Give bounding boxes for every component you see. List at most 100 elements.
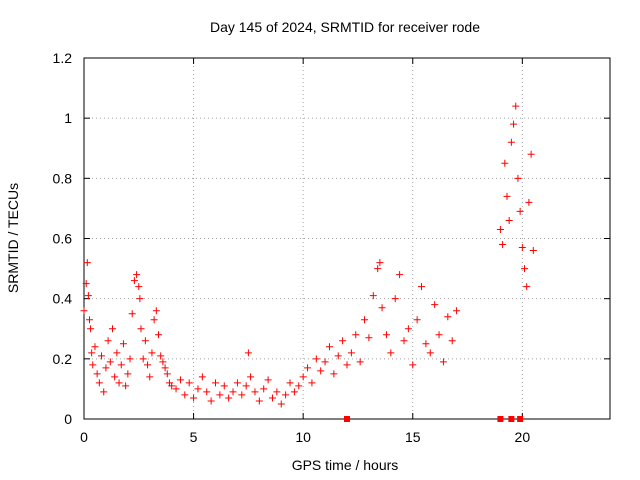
data-point [382, 331, 390, 339]
y-tick-labels: 0 0.2 0.4 0.6 0.8 1 1.2 [53, 50, 73, 427]
data-point [514, 174, 522, 182]
data-point [268, 394, 276, 402]
data-point [89, 361, 97, 369]
data-point [108, 325, 116, 333]
y-tick-label: 1 [64, 110, 72, 126]
data-point [505, 216, 513, 224]
data-point [378, 304, 386, 312]
data-point [435, 331, 443, 339]
data-point [352, 331, 360, 339]
data-point [119, 340, 127, 348]
data-point [113, 349, 121, 357]
data-point [516, 207, 524, 215]
data-point [238, 391, 246, 399]
flagged-marker [517, 416, 524, 422]
data-point [133, 271, 141, 279]
data-point [343, 361, 351, 369]
data-point [95, 379, 103, 387]
data-point [155, 331, 163, 339]
data-point [529, 247, 537, 255]
data-point [198, 373, 206, 381]
data-point [93, 370, 101, 378]
data-point [365, 334, 373, 342]
data-point [286, 379, 294, 387]
x-tick-label: 10 [295, 429, 311, 445]
y-tick-label: 0.4 [53, 291, 73, 307]
data-point [512, 102, 520, 110]
data-point [212, 379, 219, 387]
data-point [102, 364, 110, 372]
data-point [181, 391, 189, 399]
data-point [507, 138, 515, 146]
data-point [98, 352, 106, 360]
data-point [203, 388, 211, 396]
y-tick-label: 0.8 [53, 170, 73, 186]
y-tick-label: 1.2 [53, 50, 73, 66]
data-point [501, 159, 509, 167]
data-point [409, 361, 417, 369]
data-point [308, 379, 316, 387]
x-axis-label: GPS time / hours [292, 457, 399, 473]
data-point [137, 325, 145, 333]
flagged-marker [497, 416, 504, 422]
data-point [106, 358, 114, 366]
data-point [282, 391, 290, 399]
data-point [190, 394, 198, 402]
data-point [88, 349, 96, 357]
data-point [207, 397, 215, 405]
data-point [334, 352, 342, 360]
x-tick-label: 0 [80, 429, 88, 445]
x-tick-label: 20 [515, 429, 531, 445]
data-point [85, 316, 93, 324]
data-point [321, 358, 329, 366]
data-point [418, 283, 426, 291]
data-point [448, 337, 456, 345]
data-point [159, 358, 167, 366]
data-point [347, 349, 355, 357]
data-point [146, 373, 154, 381]
data-point [413, 316, 421, 324]
data-point [141, 337, 149, 345]
data-point [150, 316, 158, 324]
data-point [374, 265, 382, 273]
data-point [82, 280, 90, 288]
data-point [527, 150, 535, 158]
data-point [317, 367, 325, 375]
data-point [104, 337, 112, 345]
data-point [244, 349, 252, 357]
data-point [194, 385, 202, 393]
data-point [339, 337, 347, 345]
data-point [172, 385, 180, 393]
data-point [152, 307, 160, 315]
data-point [176, 376, 184, 384]
data-point [80, 307, 88, 315]
data-point [126, 355, 134, 363]
data-point [87, 325, 95, 333]
data-point [148, 349, 156, 357]
data-point [84, 292, 92, 300]
data-point [376, 259, 384, 267]
data-point [387, 349, 395, 357]
data-point [312, 355, 320, 363]
flagged-marker [344, 416, 350, 422]
data-point [422, 340, 430, 348]
data-point [431, 301, 439, 309]
data-point [404, 325, 412, 333]
data-point [361, 316, 369, 324]
data-point [273, 388, 281, 396]
data-point [163, 370, 171, 378]
chart-title: Day 145 of 2024, SRMTID for receiver rod… [210, 19, 480, 35]
data-point [304, 364, 312, 372]
data-point [400, 337, 408, 345]
data-point [439, 358, 447, 366]
data-point [521, 265, 529, 273]
data-point [229, 388, 237, 396]
data-point [525, 198, 533, 206]
data-point [185, 379, 193, 387]
data-point [299, 373, 307, 381]
data-point [391, 295, 399, 303]
data-point [369, 292, 377, 300]
data-point [330, 370, 338, 378]
data-point [496, 225, 504, 233]
